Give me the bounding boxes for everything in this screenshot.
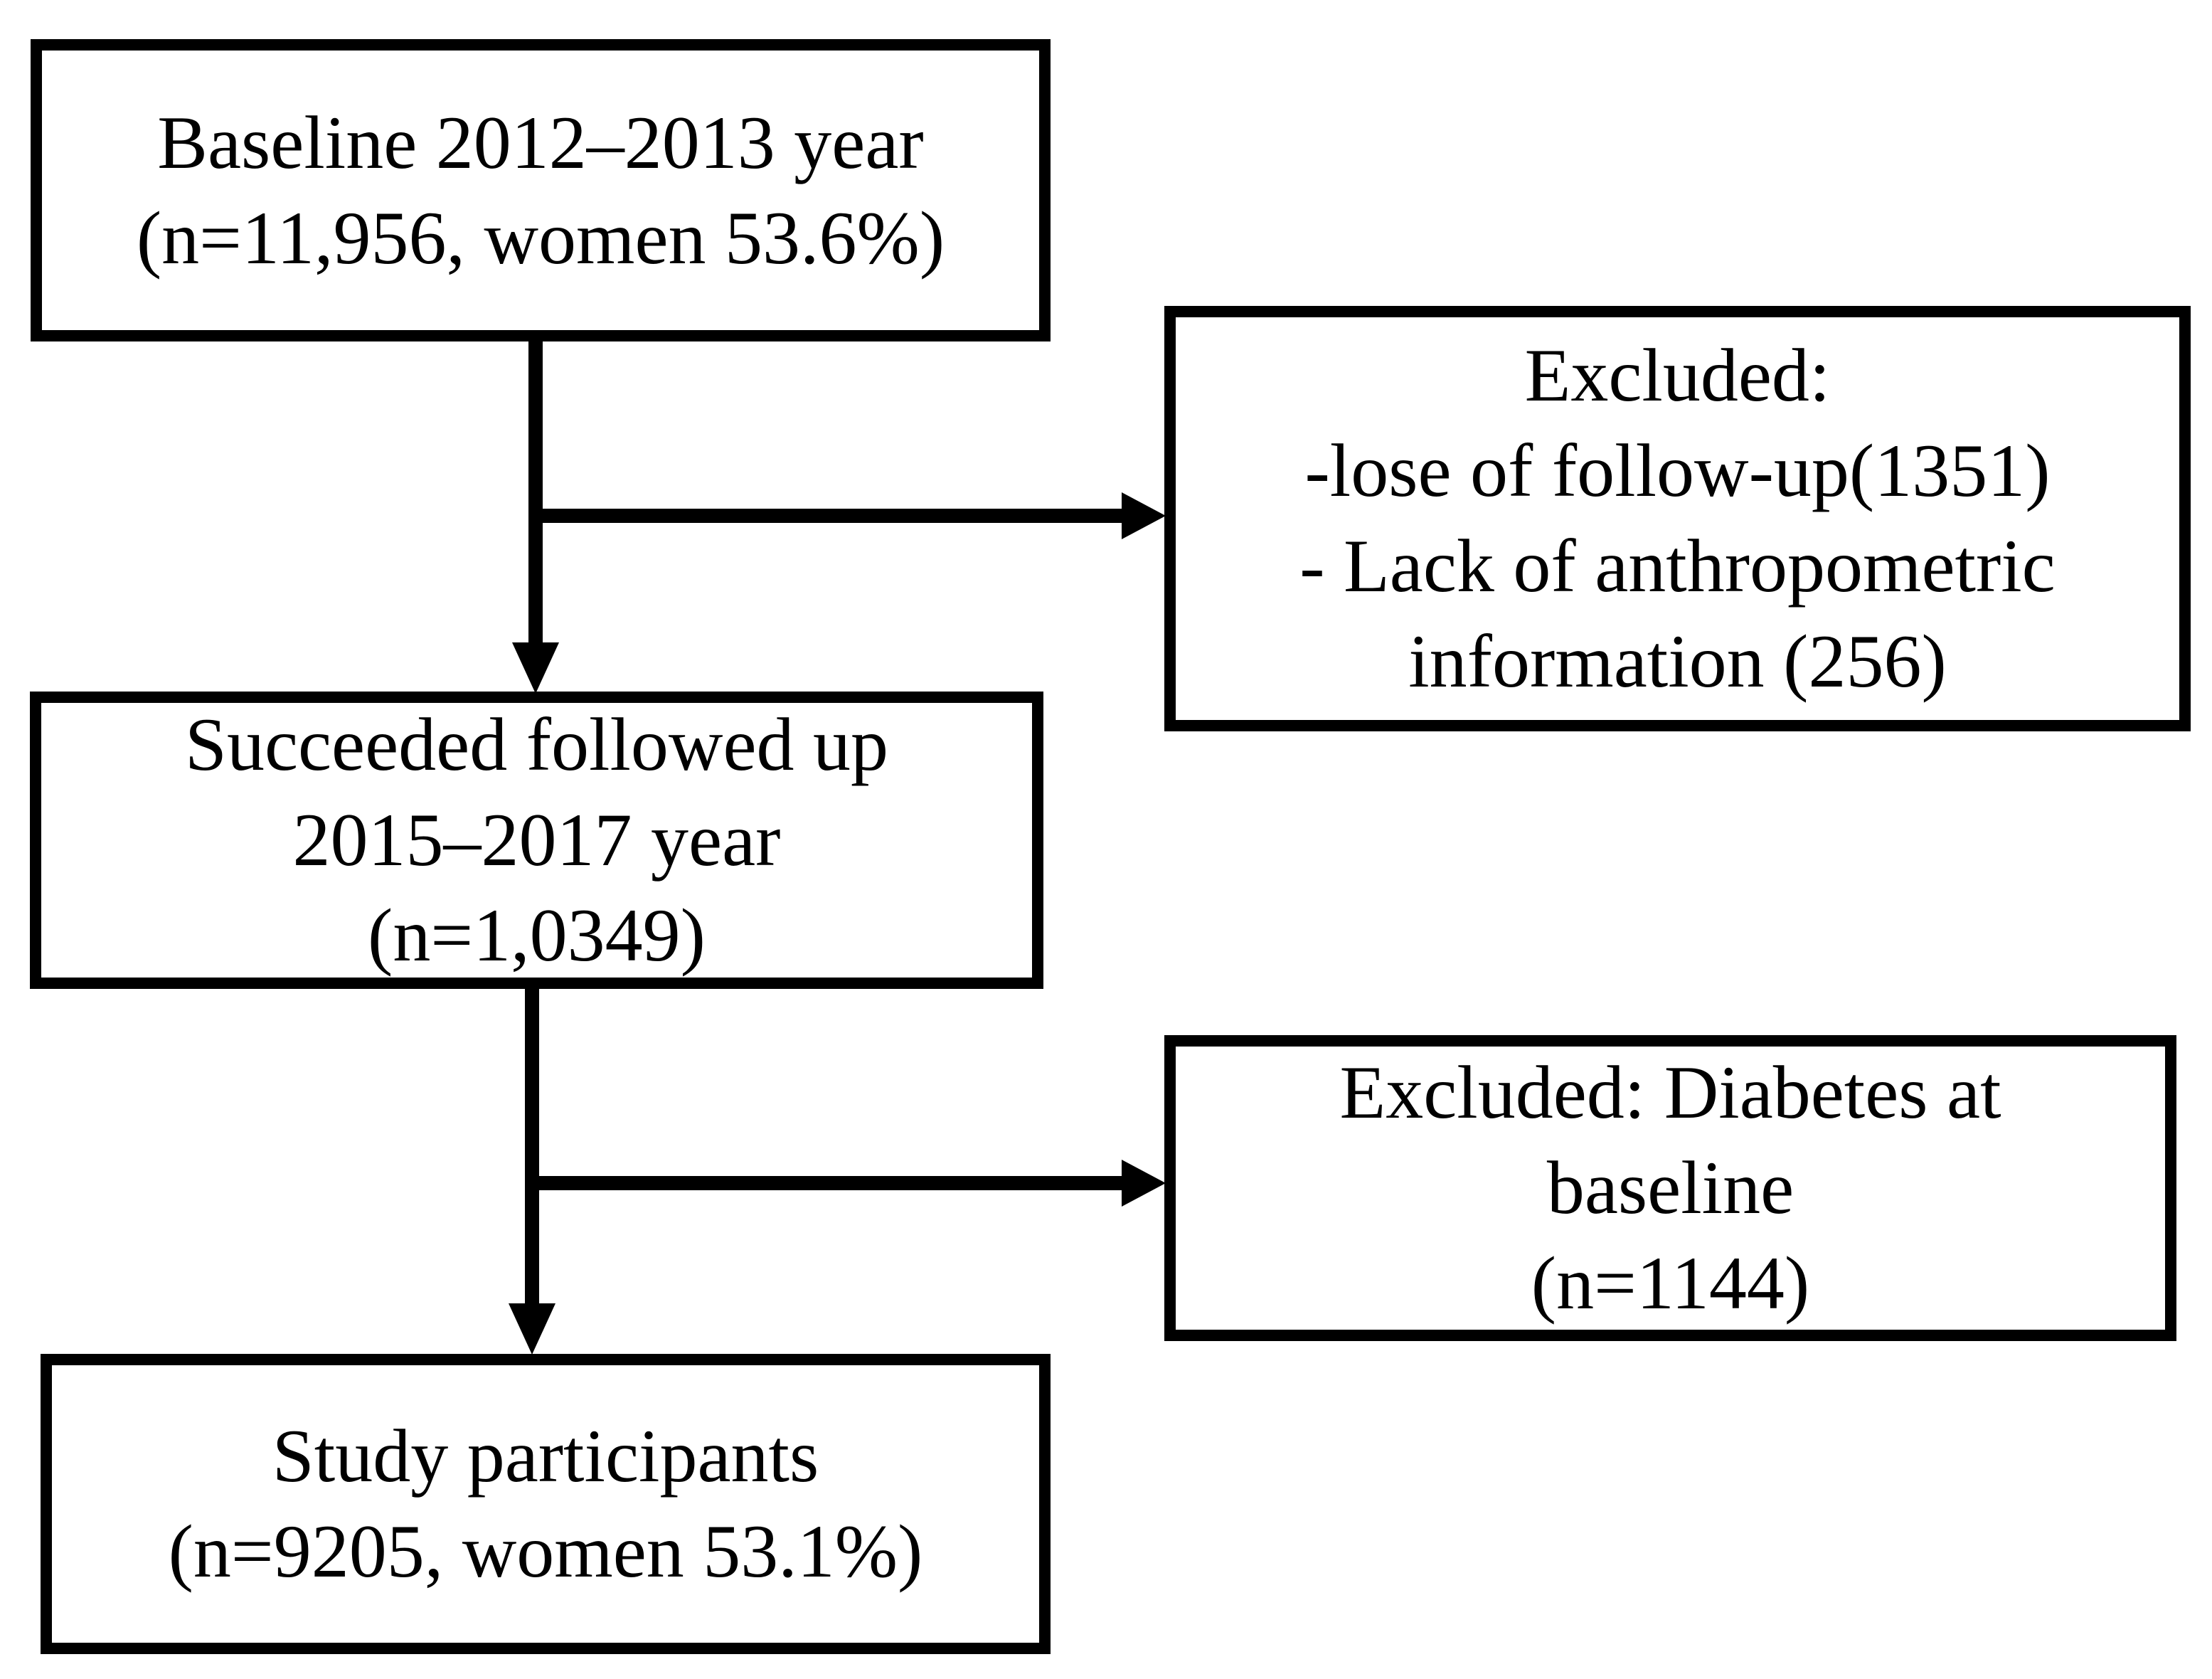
- box-excluded-2-line: Excluded: Diabetes at: [1339, 1051, 2001, 1134]
- box-participants-line: Study participants: [272, 1414, 819, 1498]
- box-excluded-1-line: Excluded:: [1524, 334, 1831, 417]
- arrowhead-down-icon: [512, 642, 559, 694]
- box-participants-line: (n=9205, women 53.1%): [168, 1510, 923, 1593]
- box-followup: Succeeded followed up 2015–2017 year (n=…: [30, 692, 1043, 989]
- box-excluded-2-line: (n=1144): [1531, 1241, 1810, 1325]
- box-followup-line: (n=1,0349): [368, 894, 706, 977]
- box-excluded-2: Excluded: Diabetes at baseline (n=1144): [1164, 1035, 2176, 1341]
- arrow-line-followup-to-participants: [525, 987, 539, 1305]
- box-excluded-1-line: -lose of follow-up(1351): [1304, 429, 2051, 512]
- arrow-line-baseline-to-followup: [528, 340, 543, 645]
- box-excluded-2-line: baseline: [1546, 1146, 1794, 1229]
- box-followup-line: Succeeded followed up: [185, 703, 888, 786]
- box-baseline: Baseline 2012–2013 year (n=11,956, women…: [31, 39, 1051, 341]
- box-excluded-1-line: - Lack of anthropometric: [1299, 524, 2056, 608]
- box-excluded-1-line: information (256): [1408, 620, 1947, 703]
- box-baseline-line: (n=11,956, women 53.6%): [136, 196, 945, 280]
- arrowhead-right-icon: [1122, 1160, 1166, 1207]
- arrowhead-right-icon: [1122, 492, 1166, 539]
- branch-line-to-excluded-2: [525, 1176, 1123, 1190]
- box-excluded-1: Excluded: -lose of follow-up(1351) - Lac…: [1164, 306, 2191, 731]
- box-baseline-line: Baseline 2012–2013 year: [157, 100, 924, 184]
- box-participants: Study participants (n=9205, women 53.1%): [41, 1354, 1051, 1654]
- arrowhead-down-icon: [509, 1303, 555, 1355]
- box-followup-line: 2015–2017 year: [292, 798, 781, 881]
- branch-line-to-excluded-1: [528, 509, 1123, 523]
